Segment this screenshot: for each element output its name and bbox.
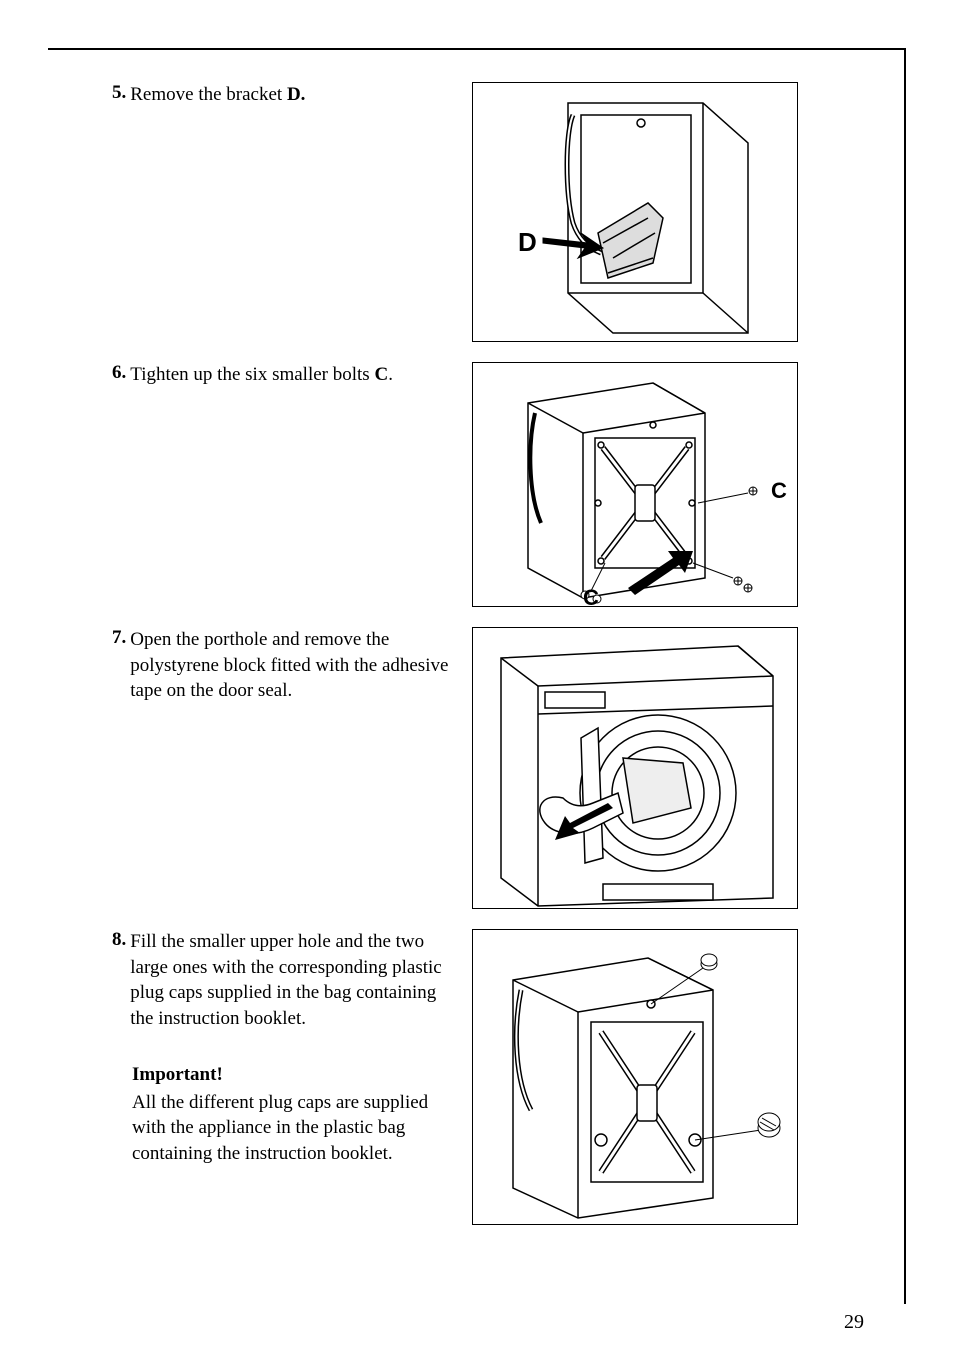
step-6-text: 6. Tighten up the six smaller bolts C. xyxy=(112,362,472,388)
figure-plug-caps xyxy=(472,929,798,1225)
step-text-part: . xyxy=(388,364,393,385)
step-number: 7. xyxy=(112,627,126,704)
page-frame: 5. Remove the bracket D. xyxy=(48,48,906,1304)
figure-open-porthole xyxy=(472,627,798,909)
step-7-text: 7. Open the porthole and remove the poly… xyxy=(112,627,472,704)
step-8-text: 8. Fill the smaller upper hole and the t… xyxy=(112,929,472,1166)
instruction-step-6: 6. Tighten up the six smaller bolts C. xyxy=(112,362,904,607)
step-text-part: Tighten up the six smaller bolts xyxy=(130,364,374,385)
important-block: Important! All the different plug caps a… xyxy=(132,1064,456,1167)
figure-remove-bracket: D xyxy=(472,82,798,342)
figure-tighten-bolts: C C xyxy=(472,362,798,607)
important-body: All the different plug caps are supplied… xyxy=(132,1090,456,1167)
step-body: Remove the bracket D. xyxy=(130,82,305,108)
page-number: 29 xyxy=(844,1311,864,1334)
step-text-part: Remove the bracket xyxy=(130,84,287,105)
instruction-step-5: 5. Remove the bracket D. xyxy=(112,82,904,342)
figure-label-d: D xyxy=(518,227,537,257)
step-body: Tighten up the six smaller bolts C. xyxy=(130,362,393,388)
important-heading: Important! xyxy=(132,1064,456,1086)
instruction-step-7: 7. Open the porthole and remove the poly… xyxy=(112,627,904,909)
figure-7-col xyxy=(472,627,802,909)
step-number: 5. xyxy=(112,82,126,108)
figure-label-c-right: C xyxy=(771,478,787,503)
step-body: Fill the smaller upper hole and the two … xyxy=(130,929,456,1032)
figure-5-col: D xyxy=(472,82,802,342)
step-body: Open the porthole and remove the polysty… xyxy=(130,627,456,704)
figure-6-col: C C xyxy=(472,362,802,607)
step-number: 8. xyxy=(112,929,126,1032)
figure-8-col xyxy=(472,929,802,1225)
step-5-text: 5. Remove the bracket D. xyxy=(112,82,472,108)
page-content: 5. Remove the bracket D. xyxy=(48,50,904,1225)
instruction-step-8: 8. Fill the smaller upper hole and the t… xyxy=(112,929,904,1225)
step-text-bold: C xyxy=(374,364,388,385)
step-text-bold: D. xyxy=(287,84,305,105)
step-number: 6. xyxy=(112,362,126,388)
figure-label-c-left: C xyxy=(583,585,599,608)
